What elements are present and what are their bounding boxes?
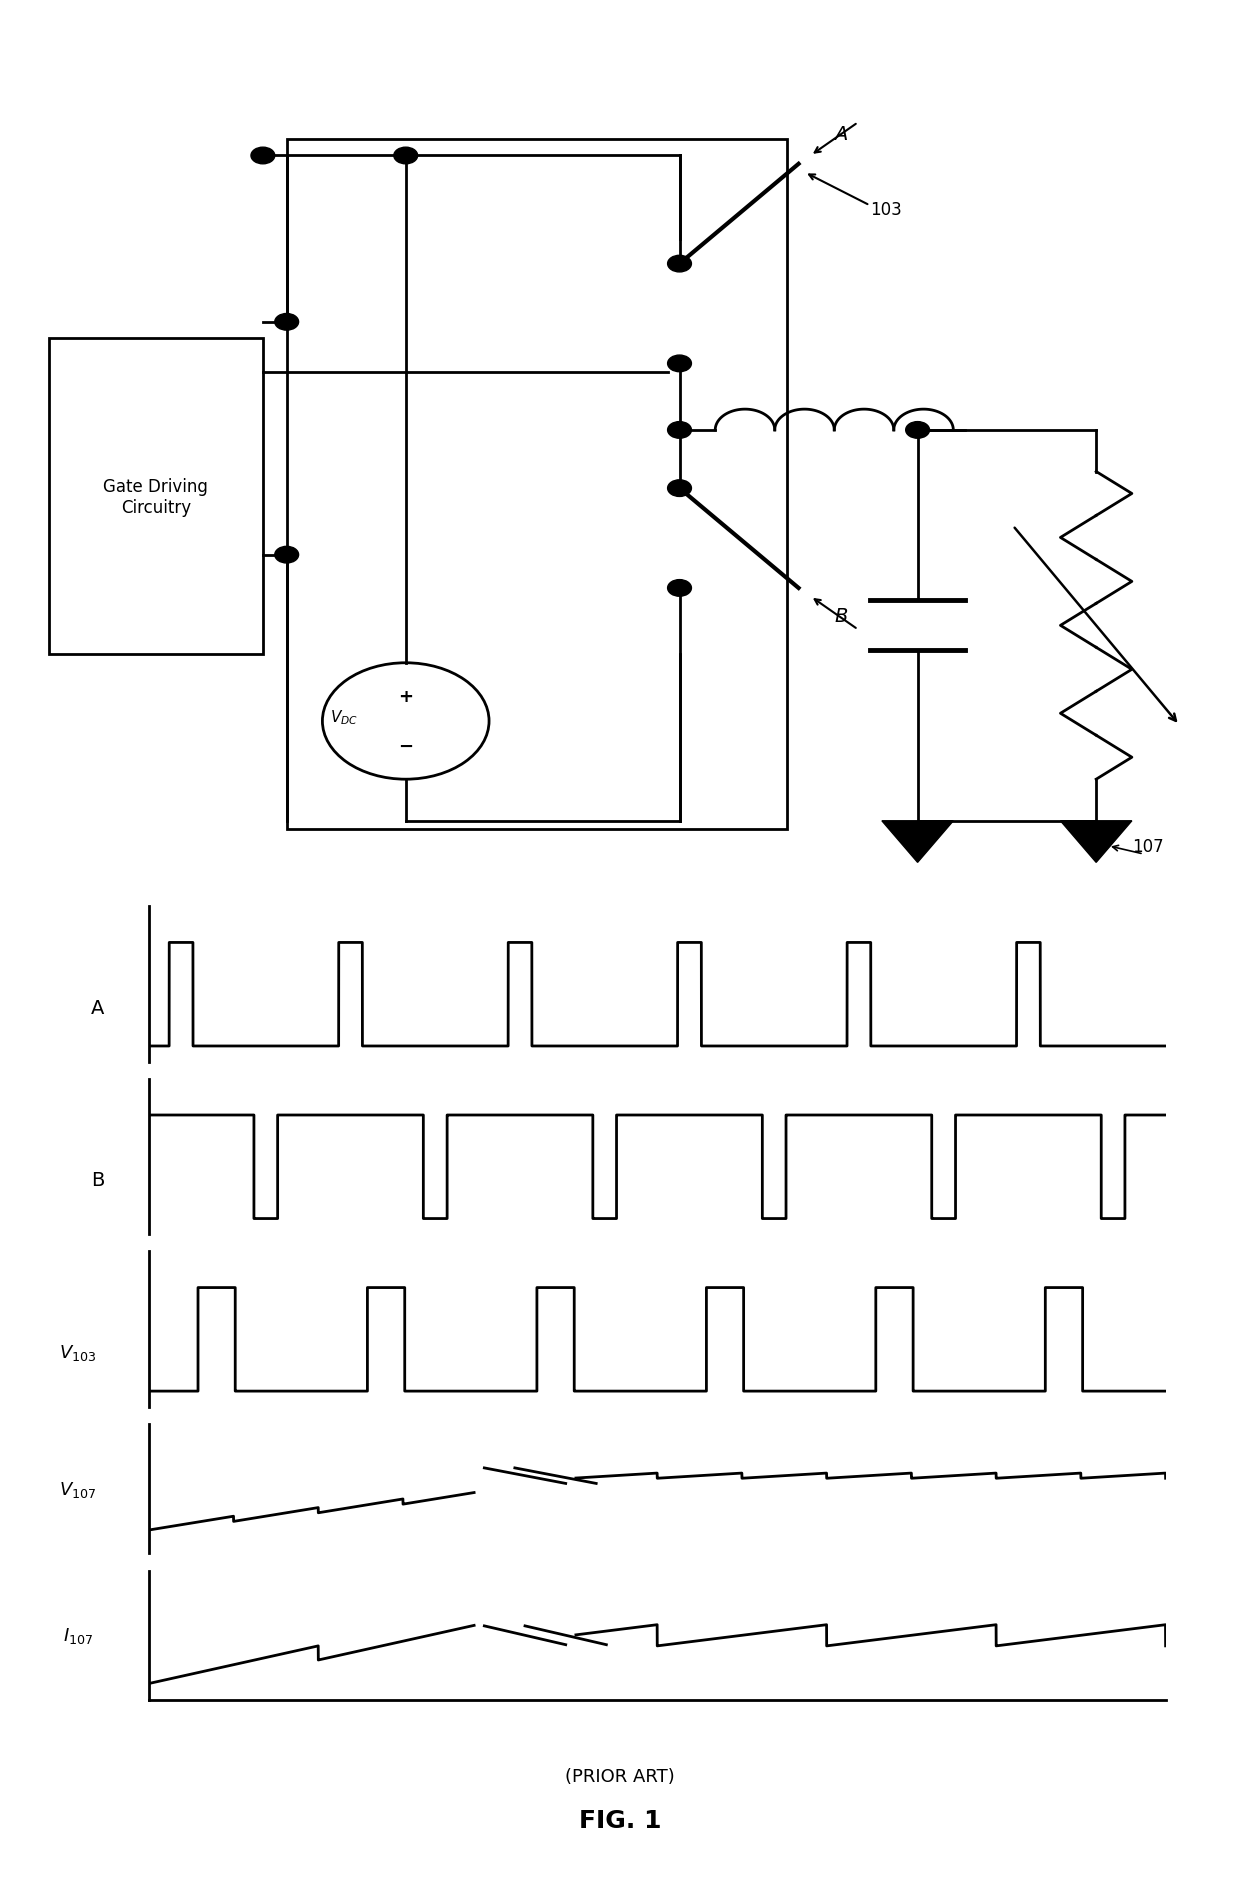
Circle shape	[667, 423, 692, 438]
Text: A: A	[835, 125, 848, 144]
Polygon shape	[882, 822, 954, 863]
Text: B: B	[835, 606, 848, 625]
Y-axis label: $V_{103}$: $V_{103}$	[60, 1343, 97, 1362]
Text: Gate Driving
Circuitry: Gate Driving Circuitry	[103, 478, 208, 516]
Text: FIG. 1: FIG. 1	[579, 1808, 661, 1832]
Text: 103: 103	[870, 200, 901, 219]
Circle shape	[250, 147, 275, 164]
Bar	[286, 140, 786, 829]
Circle shape	[667, 580, 692, 597]
Text: (PRIOR ART): (PRIOR ART)	[565, 1766, 675, 1785]
Circle shape	[275, 314, 299, 331]
Circle shape	[394, 147, 418, 164]
Circle shape	[667, 257, 692, 272]
Text: +: +	[398, 688, 413, 706]
Circle shape	[275, 548, 299, 563]
Circle shape	[905, 423, 930, 438]
Y-axis label: $I_{107}$: $I_{107}$	[62, 1625, 93, 1645]
Circle shape	[667, 480, 692, 497]
Y-axis label: $V_{107}$: $V_{107}$	[60, 1479, 97, 1498]
Y-axis label: B: B	[92, 1171, 104, 1190]
Bar	[48, 340, 263, 655]
Text: −: −	[398, 737, 413, 756]
Text: $V_{DC}$: $V_{DC}$	[330, 708, 358, 727]
Y-axis label: A: A	[92, 997, 104, 1016]
Text: 107: 107	[1132, 839, 1163, 856]
Polygon shape	[1060, 822, 1132, 863]
Circle shape	[667, 355, 692, 372]
